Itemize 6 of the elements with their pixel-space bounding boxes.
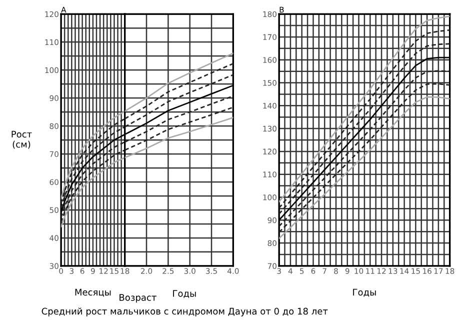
x-axis-title: Месяцы xyxy=(75,288,111,297)
x-axis-title: Годы xyxy=(173,290,196,298)
text: Возраст xyxy=(120,294,156,303)
x-axis-title: Годы xyxy=(353,288,376,297)
text: Средний рост мальчиков с синдромом Дауна от 0 до 18 лет xyxy=(42,308,328,316)
y-axis-title: Рост (см) xyxy=(12,130,32,149)
